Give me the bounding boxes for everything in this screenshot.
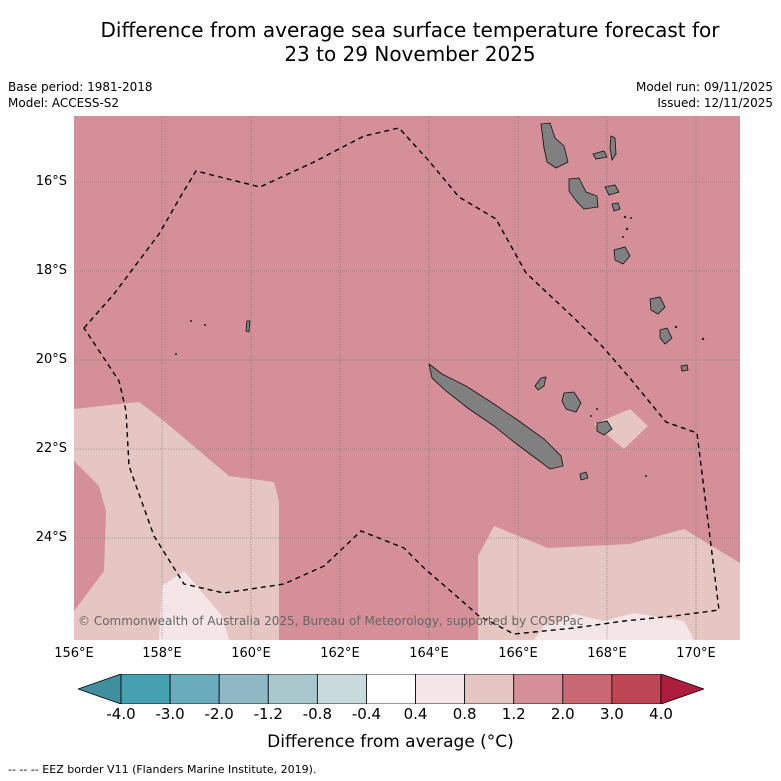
vanuatu-malekula: [568, 177, 599, 210]
colorbar-segment: [366, 674, 416, 704]
small-islets: [175, 215, 705, 477]
colorbar-extend-low: [78, 674, 122, 704]
colorbar-segment: [169, 674, 220, 704]
sst-anomaly-region-warm-0-8-west: [159, 571, 229, 640]
loyalty-islands-mare: [596, 420, 613, 436]
sst-anomaly-region-warm-0-8-east: [534, 613, 694, 640]
colorbar-tick-label: -3.0: [155, 705, 185, 723]
sst-anomaly-region-east: [478, 526, 740, 640]
loyalty-islands-lifou: [561, 391, 582, 413]
lon-label: 162°E: [320, 646, 360, 661]
colorbar-tick-label: -4.0: [106, 705, 136, 723]
vanuatu-espiritu-santo: [540, 122, 569, 169]
colorbar-tick-label: -0.8: [302, 705, 332, 723]
ouvea-island: [534, 376, 547, 391]
metadata-right: Model run: 09/11/2025 Issued: 12/11/2025: [636, 79, 773, 111]
isle-of-pines: [579, 471, 589, 481]
graticule: [74, 116, 740, 640]
sst-anomaly-region-west: [74, 402, 279, 640]
lon-label: 158°E: [142, 646, 182, 661]
vanuatu-erromango: [649, 296, 666, 315]
vanuatu-aneityum: [680, 364, 689, 372]
title-line-2: 23 to 29 November 2025: [284, 42, 536, 66]
lon-label: 164°E: [409, 646, 449, 661]
colorbar-tick-label: 1.2: [501, 705, 526, 723]
colorbar-segment: [513, 674, 564, 704]
colorbar-tick-label: 0.8: [452, 705, 477, 723]
colorbar-extend-high: [660, 674, 704, 704]
lat-label: 22°S: [35, 441, 67, 456]
map-panel[interactable]: [74, 116, 740, 640]
colorbar-segment: [120, 674, 171, 704]
lat-label: 16°S: [35, 174, 67, 189]
eez-footnote: -- -- -- EEZ border V11 (Flanders Marine…: [8, 763, 317, 776]
chesterfield-islet: [245, 320, 251, 333]
colorbar-segment: [415, 674, 466, 704]
base-period: Base period: 1981-2018: [8, 80, 153, 94]
colorbar-title: Difference from average (°C): [267, 732, 514, 752]
landmasses: [245, 122, 689, 481]
colorbar: [78, 674, 704, 704]
lon-label: 166°E: [498, 646, 538, 661]
colorbar-segment: [611, 674, 662, 704]
vanuatu-tanna: [659, 327, 673, 345]
colorbar-tick-label: -2.0: [204, 705, 234, 723]
lat-label: 18°S: [35, 263, 67, 278]
colorbar-tick-label: 3.0: [599, 705, 624, 723]
copyright-notice: © Commonwealth of Australia 2025, Bureau…: [78, 614, 584, 628]
lon-label: 156°E: [54, 646, 94, 661]
model-name: Model: ACCESS-S2: [8, 96, 120, 110]
map-title: Difference from average sea surface temp…: [0, 18, 781, 66]
colorbar-segment: [267, 674, 318, 704]
colorbar-segment: [316, 674, 367, 704]
new-caledonia-island: [428, 363, 564, 470]
lat-label: 20°S: [35, 352, 67, 367]
sst-anomaly-region-northwest-patch: [74, 461, 106, 611]
colorbar-tick-label: 0.4: [403, 705, 428, 723]
model-run: Model run: 09/11/2025: [635, 80, 773, 94]
lon-label: 170°E: [676, 646, 716, 661]
vanuatu-pentecost: [609, 135, 617, 162]
vanuatu-epi: [611, 202, 621, 212]
title-line-1: Difference from average sea surface temp…: [100, 18, 720, 42]
colorbar-segment: [562, 674, 613, 704]
lon-label: 168°E: [587, 646, 627, 661]
metadata-left: Base period: 1981-2018 Model: ACCESS-S2: [8, 79, 153, 111]
vanuatu-ambae: [592, 150, 608, 160]
colorbar-segment: [464, 674, 515, 704]
lat-label: 24°S: [35, 530, 67, 545]
colorbar-tick-label: 4.0: [649, 705, 673, 723]
issued-date: Issued: 12/11/2025: [657, 96, 773, 110]
vanuatu-efate: [613, 246, 631, 265]
colorbar-tick-label: -1.2: [253, 705, 283, 723]
lon-label: 160°E: [231, 646, 271, 661]
vanuatu-ambrym: [604, 184, 620, 196]
colorbar-tick-label: -0.4: [351, 705, 382, 723]
colorbar-segment: [218, 674, 269, 704]
sst-anomaly-region-small-patch: [594, 409, 648, 449]
colorbar-tick-label: 2.0: [550, 705, 575, 723]
